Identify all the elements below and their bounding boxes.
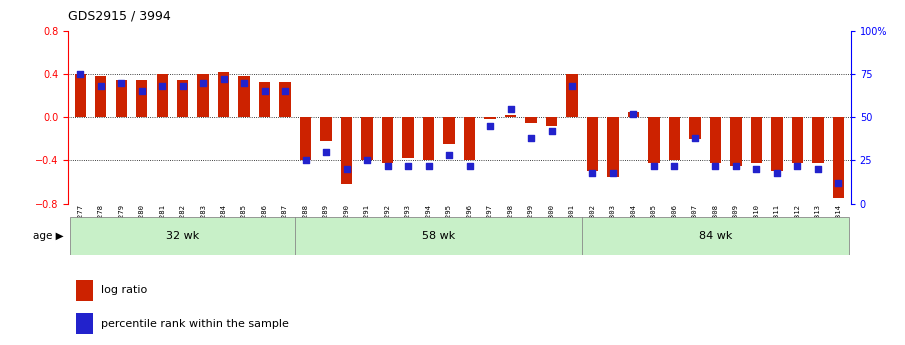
Point xyxy=(422,163,436,168)
Point xyxy=(709,163,723,168)
Text: 58 wk: 58 wk xyxy=(422,231,455,241)
Point xyxy=(729,163,743,168)
Point xyxy=(586,170,600,175)
Point xyxy=(442,152,456,158)
Text: 84 wk: 84 wk xyxy=(699,231,732,241)
Bar xyxy=(76,280,93,301)
Bar xyxy=(157,74,167,117)
Bar xyxy=(218,72,229,117)
Text: log ratio: log ratio xyxy=(100,285,147,295)
Bar xyxy=(280,82,291,117)
Bar xyxy=(136,80,148,117)
Point xyxy=(299,158,313,163)
Point xyxy=(626,111,641,117)
Point xyxy=(544,128,558,134)
Bar xyxy=(813,117,824,162)
Bar xyxy=(669,117,680,160)
Point xyxy=(462,163,477,168)
Bar xyxy=(526,117,537,123)
Text: GDS2915 / 3994: GDS2915 / 3994 xyxy=(68,9,171,22)
Bar xyxy=(628,112,639,117)
Point xyxy=(257,89,272,94)
Point xyxy=(790,163,805,168)
Point xyxy=(176,83,190,89)
Point xyxy=(360,158,375,163)
Point xyxy=(524,135,538,141)
Bar xyxy=(443,117,454,144)
Point xyxy=(503,106,518,111)
Point xyxy=(667,163,681,168)
Bar xyxy=(607,117,619,177)
Bar xyxy=(710,117,721,162)
Bar xyxy=(792,117,803,162)
Bar xyxy=(300,117,311,160)
Bar xyxy=(76,313,93,334)
Point xyxy=(135,89,149,94)
Bar xyxy=(586,117,598,171)
Bar xyxy=(771,117,783,171)
Bar xyxy=(423,117,434,160)
Point xyxy=(688,135,702,141)
Bar xyxy=(833,117,844,198)
Point xyxy=(155,83,169,89)
Bar xyxy=(567,74,577,117)
Point xyxy=(647,163,662,168)
Text: percentile rank within the sample: percentile rank within the sample xyxy=(100,319,289,329)
Bar xyxy=(341,117,352,184)
Point xyxy=(380,163,395,168)
Bar xyxy=(648,117,660,162)
Bar xyxy=(382,117,393,162)
Bar xyxy=(259,82,271,117)
Point xyxy=(278,89,292,94)
Bar xyxy=(361,117,373,160)
Point xyxy=(605,170,620,175)
Point xyxy=(195,80,210,86)
Bar xyxy=(730,117,741,166)
Bar xyxy=(505,115,516,117)
Bar xyxy=(95,76,106,117)
Point xyxy=(831,180,845,186)
Point xyxy=(319,149,333,155)
Bar xyxy=(403,117,414,158)
Bar xyxy=(177,80,188,117)
Bar xyxy=(74,74,86,117)
Point xyxy=(237,80,252,86)
Point xyxy=(401,163,415,168)
Bar xyxy=(464,117,475,160)
Point xyxy=(73,71,88,77)
Bar xyxy=(690,117,700,139)
Bar xyxy=(197,74,209,117)
Point xyxy=(339,166,354,172)
Bar xyxy=(484,117,496,119)
Bar xyxy=(116,80,127,117)
Bar xyxy=(239,76,250,117)
Text: 32 wk: 32 wk xyxy=(166,231,199,241)
Bar xyxy=(546,117,557,126)
Point xyxy=(565,83,579,89)
Point xyxy=(811,166,825,172)
Point xyxy=(749,166,764,172)
Text: age ▶: age ▶ xyxy=(33,231,63,241)
Point xyxy=(482,123,497,129)
Bar xyxy=(751,117,762,162)
Bar xyxy=(320,117,332,141)
Point xyxy=(216,77,231,82)
Point xyxy=(769,170,784,175)
Point xyxy=(114,80,129,86)
Point xyxy=(93,83,108,89)
